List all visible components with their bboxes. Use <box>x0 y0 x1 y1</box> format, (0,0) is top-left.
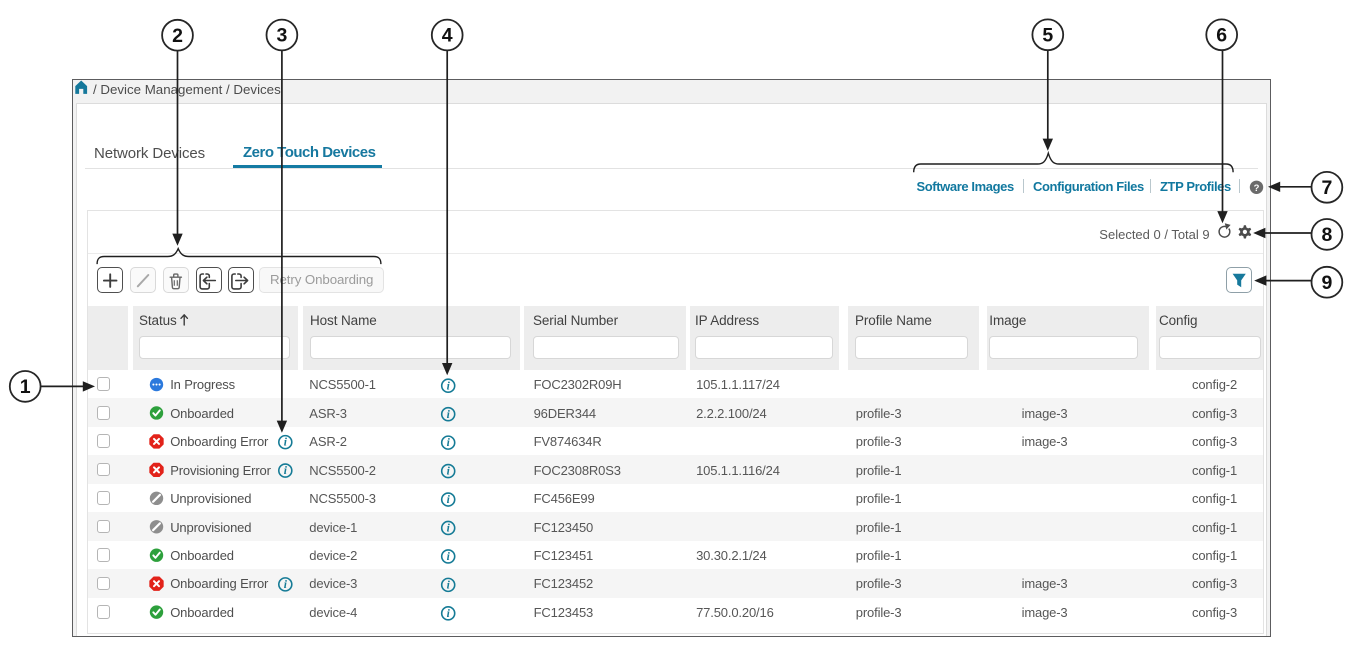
svg-text:i: i <box>284 579 288 591</box>
svg-text:9: 9 <box>1321 272 1332 294</box>
svg-text:i: i <box>284 437 288 449</box>
svg-text:i: i <box>447 409 451 421</box>
svg-text:7: 7 <box>1321 177 1332 199</box>
svg-text:i: i <box>447 608 451 620</box>
svg-text:i: i <box>447 523 451 535</box>
svg-text:i: i <box>284 465 288 477</box>
svg-text:5: 5 <box>1042 25 1053 47</box>
svg-text:2: 2 <box>172 25 183 47</box>
svg-text:i: i <box>447 437 451 449</box>
svg-text:8: 8 <box>1321 224 1332 246</box>
svg-text:i: i <box>447 466 451 478</box>
svg-text:4: 4 <box>442 25 453 47</box>
svg-text:3: 3 <box>276 25 287 47</box>
svg-text:6: 6 <box>1216 25 1227 47</box>
svg-text:i: i <box>447 579 451 591</box>
svg-text:i: i <box>447 380 451 392</box>
svg-text:i: i <box>447 494 451 506</box>
svg-text:?: ? <box>1254 183 1260 194</box>
svg-text:i: i <box>447 551 451 563</box>
svg-text:1: 1 <box>20 376 31 398</box>
